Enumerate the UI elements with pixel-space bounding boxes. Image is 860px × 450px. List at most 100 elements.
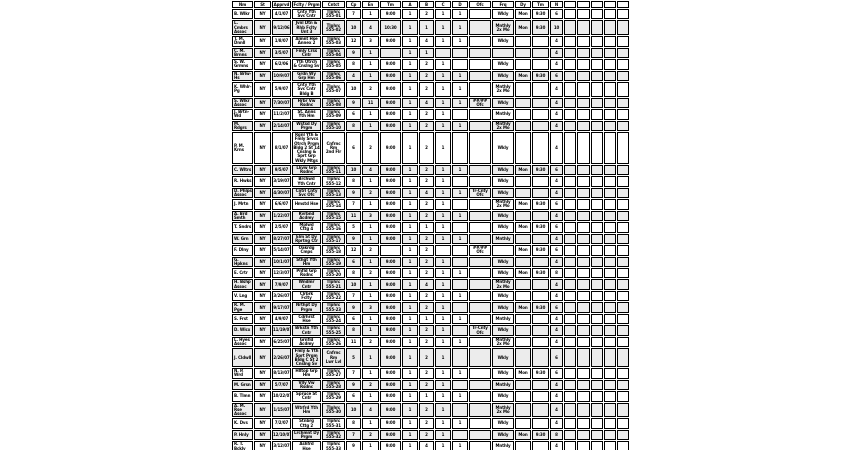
table-cell: 2 [419, 348, 434, 368]
table-row: F. Dlny NY 5/14/07 Oakrdg Cmps Tlphn: 555-18… [232, 245, 629, 256]
table-cell: 9 [346, 47, 361, 59]
table-cell: 2 [362, 336, 379, 348]
table-cell [469, 302, 491, 313]
table-cell: 1 [402, 233, 418, 245]
table-cell: Tr-Cnty Ofc [469, 187, 491, 199]
table-cell [577, 97, 590, 109]
table-cell: 4 [419, 187, 434, 199]
table-cell [591, 120, 603, 132]
table-row: W. Grn NY 8/27/07 Elm St Dy Rprtng Ctr Tlphn… [232, 233, 629, 245]
table-row: B. Wlkr NY 4/1/07 Cnty Yth Svc Cntr Tlphn: 5… [232, 9, 629, 20]
table-cell: NY [254, 59, 271, 70]
table-cell: Wkly [492, 164, 514, 176]
table-cell: P. Hnly [232, 429, 253, 441]
table-cell: Tlphn: 555-23 [322, 302, 345, 313]
table-cell: Wkly [492, 302, 514, 313]
table-cell: 1 [362, 9, 379, 20]
table-cell: 1 [435, 70, 451, 82]
table-cell [564, 279, 576, 290]
table-cell [577, 429, 590, 441]
table-cell: 1 [435, 368, 451, 379]
table-cell [564, 199, 576, 210]
table-cell [469, 120, 491, 132]
table-cell [577, 199, 590, 210]
table-cell: Wkly [492, 210, 514, 222]
table-cell: Wkly [492, 187, 514, 199]
table-cell: 1 [435, 222, 451, 233]
table-cell: Tlphn: 555-02 [322, 20, 345, 36]
table-cell: Tlphn: 555-13 [322, 187, 345, 199]
table-cell: 1 [452, 290, 468, 302]
table-cell: Wkly [492, 132, 514, 164]
table-cell: Wkly [492, 391, 514, 402]
table-cell: S. Frst [232, 313, 253, 325]
table-cell: 1 [435, 199, 451, 210]
table-cell [515, 109, 531, 120]
table-cell [532, 176, 549, 187]
table-cell: 4 [550, 47, 563, 59]
table-header-label: Prvdr Nm [237, 2, 249, 7]
table-cell [532, 47, 549, 59]
table-cell [564, 9, 576, 20]
table-cell: 12/3/07 [272, 268, 291, 279]
table-cell: 3/12/07 [272, 441, 291, 450]
table-cell [617, 199, 629, 210]
table-cell: 1 [419, 313, 434, 325]
table-cell: 5 [346, 222, 361, 233]
table-cell: Cnfrnc Rm Lwr Lvl [322, 348, 345, 368]
table-cell: Tlphn: 555-14 [322, 199, 345, 210]
table-cell: Wkly [492, 9, 514, 20]
table-cell [515, 210, 531, 222]
table-cell [469, 36, 491, 47]
table-cell: 4 [550, 379, 563, 391]
table-header-label [592, 2, 602, 7]
table-cell [591, 368, 603, 379]
table-cell: Mon [515, 164, 531, 176]
table-cell: St. Anns Yth Hm [292, 109, 321, 120]
table-cell [564, 70, 576, 82]
table-cell [452, 348, 468, 368]
table-cell: 8 [346, 418, 361, 429]
table-cell: 9:00 [380, 302, 401, 313]
table-cell: 1 [362, 233, 379, 245]
table-cell: Tlphn: 555-17 [322, 233, 345, 245]
table-cell [564, 245, 576, 256]
table-cell: 6 [346, 109, 361, 120]
table-cell: 11/2/07 [272, 109, 291, 120]
table-cell: 1 [435, 391, 451, 402]
table-cell [469, 59, 491, 70]
table-cell: 9:00 [380, 379, 401, 391]
table-cell [591, 20, 603, 36]
table-header-label [618, 2, 628, 7]
table-cell: 1 [402, 290, 418, 302]
table-cell [532, 210, 549, 222]
table-cell [604, 348, 616, 368]
table-cell: NY [254, 47, 271, 59]
table-cell: 9:30 [532, 70, 549, 82]
table-cell: Tlphn: 555-28 [322, 379, 345, 391]
table-cell [452, 199, 468, 210]
table-cell [577, 402, 590, 418]
table-cell: 1 [435, 109, 451, 120]
table-cell: 1 [435, 290, 451, 302]
table-cell [532, 233, 549, 245]
table-cell: Wkly [492, 418, 514, 429]
table-cell: Stnbrg Cttg 2 [292, 418, 321, 429]
table-cell [469, 429, 491, 441]
table-cell [617, 313, 629, 325]
table-cell: Mnthly [492, 313, 514, 325]
table-cell: 2/26/07 [272, 348, 291, 368]
table-cell: 1 [435, 9, 451, 20]
table-cell [435, 47, 451, 59]
table-header-label: Tm [537, 2, 544, 7]
table-cell: NY [254, 290, 271, 302]
table-cell [532, 418, 549, 429]
table-cell: NY [254, 336, 271, 348]
table-row: A. M. Rse Assoc NY 1/15/07 Wtrfrd Yth Hm Tlp… [232, 402, 629, 418]
table-cell: 1 [435, 336, 451, 348]
table-cell: 1 [402, 176, 418, 187]
table-cell: 9:00 [380, 9, 401, 20]
table-cell [532, 402, 549, 418]
table-cell: Elm St Dy Rprtng Ctr [292, 233, 321, 245]
table-row: E. Crtr NY 12/3/07 Pnfld Grp Rsdnc Tlphn: 55… [232, 268, 629, 279]
